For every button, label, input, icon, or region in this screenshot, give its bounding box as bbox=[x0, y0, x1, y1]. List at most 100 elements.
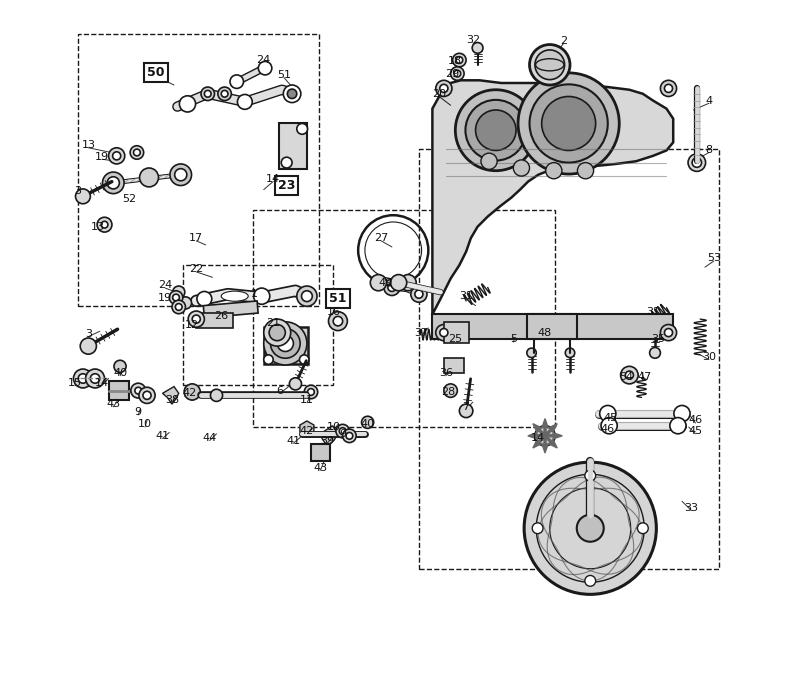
Circle shape bbox=[542, 97, 596, 151]
Bar bbox=[109, 381, 129, 400]
Circle shape bbox=[390, 274, 406, 291]
Text: 41: 41 bbox=[155, 431, 170, 441]
Circle shape bbox=[692, 158, 702, 168]
Text: 16: 16 bbox=[327, 308, 341, 317]
Circle shape bbox=[304, 385, 318, 399]
Circle shape bbox=[362, 416, 374, 429]
Bar bbox=[311, 444, 330, 461]
Polygon shape bbox=[300, 421, 314, 437]
Circle shape bbox=[688, 154, 706, 172]
FancyArrow shape bbox=[544, 424, 558, 437]
Circle shape bbox=[530, 45, 570, 85]
Circle shape bbox=[278, 335, 294, 352]
FancyArrow shape bbox=[528, 433, 545, 439]
Circle shape bbox=[530, 84, 608, 163]
Polygon shape bbox=[432, 314, 674, 339]
Circle shape bbox=[415, 290, 423, 298]
Text: 31: 31 bbox=[646, 308, 660, 317]
Text: 43: 43 bbox=[106, 399, 120, 409]
Text: 9: 9 bbox=[339, 429, 346, 439]
Circle shape bbox=[218, 87, 231, 101]
Text: 19: 19 bbox=[94, 152, 109, 162]
Circle shape bbox=[585, 470, 596, 481]
Text: 48: 48 bbox=[538, 328, 552, 337]
Circle shape bbox=[665, 84, 673, 93]
Circle shape bbox=[518, 73, 619, 174]
Text: 14: 14 bbox=[531, 433, 546, 443]
Text: 31: 31 bbox=[459, 291, 473, 301]
Circle shape bbox=[230, 75, 243, 89]
Circle shape bbox=[600, 406, 616, 422]
Bar bbox=[278, 124, 307, 170]
Text: 22: 22 bbox=[189, 264, 203, 274]
Text: 41: 41 bbox=[286, 435, 301, 445]
Circle shape bbox=[184, 384, 200, 400]
Circle shape bbox=[282, 158, 292, 168]
Circle shape bbox=[601, 418, 618, 434]
Circle shape bbox=[535, 50, 565, 80]
Text: 8: 8 bbox=[706, 145, 713, 155]
Text: 21: 21 bbox=[266, 318, 280, 328]
Text: 54: 54 bbox=[619, 372, 633, 382]
Polygon shape bbox=[162, 387, 178, 404]
Text: 30: 30 bbox=[702, 352, 716, 362]
Circle shape bbox=[131, 383, 146, 398]
Circle shape bbox=[454, 70, 461, 77]
Circle shape bbox=[384, 279, 400, 295]
Circle shape bbox=[113, 152, 121, 160]
Ellipse shape bbox=[222, 291, 248, 301]
Circle shape bbox=[336, 425, 350, 438]
Text: 12: 12 bbox=[185, 320, 199, 329]
Bar bbox=[264, 327, 307, 364]
Circle shape bbox=[370, 274, 386, 291]
Circle shape bbox=[75, 189, 90, 203]
Circle shape bbox=[388, 283, 396, 291]
Text: 51: 51 bbox=[329, 293, 346, 306]
Text: 19: 19 bbox=[158, 293, 172, 303]
Circle shape bbox=[466, 100, 526, 161]
Text: 35: 35 bbox=[650, 335, 665, 344]
Circle shape bbox=[290, 378, 302, 390]
Text: 13: 13 bbox=[90, 222, 105, 233]
Text: 25: 25 bbox=[448, 335, 462, 344]
Circle shape bbox=[283, 85, 301, 103]
Circle shape bbox=[101, 221, 108, 228]
Circle shape bbox=[173, 294, 179, 301]
Circle shape bbox=[440, 329, 448, 337]
Circle shape bbox=[346, 433, 353, 439]
Text: 26: 26 bbox=[214, 312, 228, 321]
Text: 14: 14 bbox=[266, 174, 280, 184]
Text: 42: 42 bbox=[300, 426, 314, 436]
Circle shape bbox=[660, 324, 677, 341]
Text: 51: 51 bbox=[277, 70, 291, 80]
Circle shape bbox=[173, 286, 185, 298]
FancyArrow shape bbox=[544, 435, 558, 448]
Circle shape bbox=[444, 384, 458, 397]
Text: 53: 53 bbox=[706, 254, 721, 264]
Circle shape bbox=[174, 169, 187, 180]
Text: 27: 27 bbox=[374, 233, 388, 243]
Text: 40: 40 bbox=[361, 419, 374, 429]
Bar bbox=[78, 34, 319, 306]
Text: 14: 14 bbox=[94, 377, 109, 387]
Circle shape bbox=[456, 57, 462, 64]
Text: 9: 9 bbox=[134, 407, 142, 417]
Text: 39: 39 bbox=[320, 435, 334, 445]
Circle shape bbox=[139, 387, 155, 404]
FancyArrow shape bbox=[542, 418, 548, 436]
Circle shape bbox=[170, 164, 191, 185]
Text: 10: 10 bbox=[138, 419, 152, 429]
Text: 13: 13 bbox=[82, 140, 95, 150]
Bar bbox=[419, 149, 719, 569]
Circle shape bbox=[436, 80, 452, 97]
Circle shape bbox=[578, 163, 594, 178]
Text: 47: 47 bbox=[637, 372, 651, 382]
Circle shape bbox=[535, 426, 555, 446]
Text: 42: 42 bbox=[182, 388, 197, 398]
Text: 43: 43 bbox=[314, 462, 327, 473]
Text: 3: 3 bbox=[85, 329, 92, 339]
Text: 50: 50 bbox=[147, 66, 165, 78]
Circle shape bbox=[264, 319, 290, 346]
Text: 24: 24 bbox=[257, 55, 271, 65]
Circle shape bbox=[621, 366, 638, 384]
